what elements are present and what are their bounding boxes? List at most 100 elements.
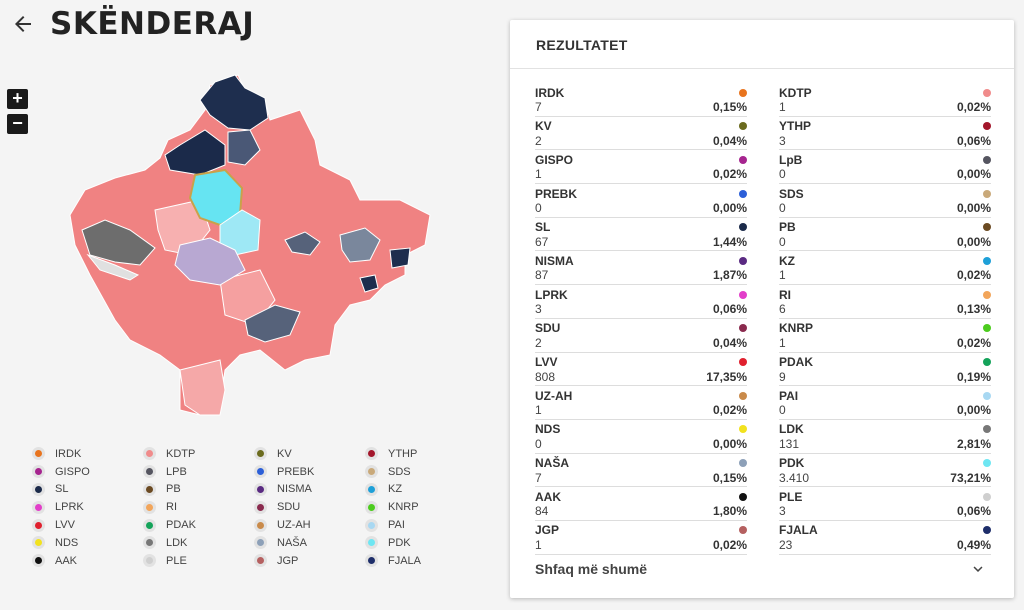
legend-label: LVV: [55, 519, 75, 532]
party-votes: 808: [535, 369, 556, 384]
map-region-west-light[interactable]: [86, 253, 140, 281]
map-region-south[interactable]: [179, 359, 226, 416]
party-color-dot: [739, 425, 747, 434]
legend-swatch: [254, 518, 267, 532]
party-name: SL: [535, 220, 551, 235]
legend-item: PB: [143, 481, 254, 499]
party-votes: 7: [535, 470, 542, 485]
legend-label: PDAK: [166, 519, 196, 532]
party-name: GISPO: [535, 152, 574, 167]
map-legend: IRDK KDTP KV YTHP GISPO LPB PREBK SDS SL PB NISMA K…: [32, 445, 472, 570]
party-name: NISMA: [535, 253, 574, 268]
result-row: PB 0 0,00%: [779, 218, 991, 252]
legend-label: KZ: [388, 483, 403, 496]
legend-swatch: [254, 500, 267, 514]
results-panel: REZULTATET IRDK 7 0,15% KDTP 1 0,02% KV 2 0,04% Y…: [510, 20, 1014, 598]
legend-swatch-color: [35, 485, 42, 493]
legend-label: PREBK: [277, 465, 315, 478]
party-percentage: 0,02%: [956, 335, 991, 350]
party-name: JGP: [535, 523, 560, 538]
show-more-button[interactable]: Shfaq më shumë: [535, 560, 991, 578]
legend-swatch-color: [35, 539, 42, 547]
result-row: LVV 808 17,35%: [535, 353, 747, 387]
legend-swatch: [32, 447, 45, 461]
legend-swatch-color: [257, 450, 264, 458]
party-percentage: 0,02%: [712, 167, 747, 182]
legend-swatch-color: [368, 521, 375, 529]
map-region-east-grey[interactable]: [284, 231, 321, 256]
legend-swatch: [32, 554, 45, 568]
party-votes: 1: [779, 335, 786, 350]
map-region-south-slate[interactable]: [244, 304, 301, 343]
party-votes: 0: [779, 201, 786, 216]
map-region-north-dark[interactable]: [199, 74, 269, 131]
party-votes: 0: [535, 201, 542, 216]
result-row: UZ-AH 1 0,02%: [535, 386, 747, 420]
legend-swatch-color: [146, 539, 153, 547]
legend-item: AAK: [32, 552, 143, 570]
legend-swatch: [143, 536, 156, 550]
legend-swatch: [32, 518, 45, 532]
legend-label: LDK: [166, 536, 188, 549]
party-votes: 0: [779, 234, 786, 249]
legend-item: SL: [32, 481, 143, 499]
party-name: LpB: [779, 152, 803, 167]
result-row: LpB 0 0,00%: [779, 150, 991, 185]
legend-swatch-color: [257, 557, 264, 565]
legend-item: PDK: [365, 534, 476, 552]
party-color-dot: [739, 189, 747, 198]
legend-swatch-color: [35, 521, 42, 529]
party-votes: 84: [535, 504, 549, 519]
legend-item: LPRK: [32, 498, 143, 516]
party-votes: 7: [535, 100, 542, 114]
party-color-dot: [983, 391, 991, 400]
map-region-south-east-navy[interactable]: [359, 274, 379, 293]
party-name: UZ-AH: [535, 388, 573, 403]
map-region-west-grey[interactable]: [81, 219, 156, 266]
party-votes: 23: [779, 537, 793, 552]
zoom-in-button[interactable]: +: [7, 89, 28, 109]
party-color-dot: [983, 155, 991, 164]
zoom-out-button[interactable]: −: [7, 114, 28, 134]
legend-label: FJALA: [388, 554, 422, 567]
legend-item: KZ: [365, 481, 476, 499]
map-region-north-dark-2[interactable]: [164, 129, 226, 176]
legend-item: PLE: [143, 552, 254, 570]
party-name: LPRK: [535, 287, 568, 302]
legend-label: RI: [166, 501, 177, 514]
result-row: RI 6 0,13%: [779, 285, 991, 319]
party-percentage: 0,00%: [712, 201, 747, 216]
party-votes: 87: [535, 268, 549, 283]
map-region-north-grey[interactable]: [227, 129, 261, 166]
legend-swatch: [365, 518, 378, 532]
legend-label: PAI: [388, 519, 405, 532]
legend-swatch: [254, 447, 267, 461]
result-row: LPRK 3 0,06%: [535, 285, 747, 319]
map-region-east-slate[interactable]: [339, 227, 381, 263]
show-more-label: Shfaq më shumë: [535, 561, 648, 577]
map-region-center-lavender[interactable]: [174, 237, 246, 286]
party-color-dot: [983, 223, 991, 232]
back-button[interactable]: [8, 9, 38, 39]
legend-item: SDS: [365, 463, 476, 481]
legend-item: NDS: [32, 534, 143, 552]
map-region-east-navy[interactable]: [389, 247, 411, 269]
party-color-dot: [983, 459, 991, 468]
party-votes: 6: [779, 302, 786, 317]
party-percentage: 0,00%: [956, 234, 991, 249]
result-row: SL 67 1,44%: [535, 218, 747, 252]
party-color-dot: [983, 256, 991, 265]
party-percentage: 0,00%: [956, 403, 991, 418]
party-votes: 3.410: [779, 470, 810, 485]
party-percentage: 0,04%: [712, 335, 747, 350]
legend-label: JGP: [277, 554, 299, 567]
legend-item: KDTP: [143, 445, 254, 463]
municipality-map[interactable]: [60, 70, 440, 420]
result-row: FJALA 23 0,49%: [779, 521, 991, 555]
legend-item: NISMA: [254, 481, 365, 499]
party-votes: 1: [779, 100, 786, 114]
party-percentage: 0,02%: [956, 268, 991, 283]
legend-swatch-color: [35, 557, 42, 565]
party-color-dot: [983, 122, 991, 131]
legend-swatch-color: [146, 557, 153, 565]
